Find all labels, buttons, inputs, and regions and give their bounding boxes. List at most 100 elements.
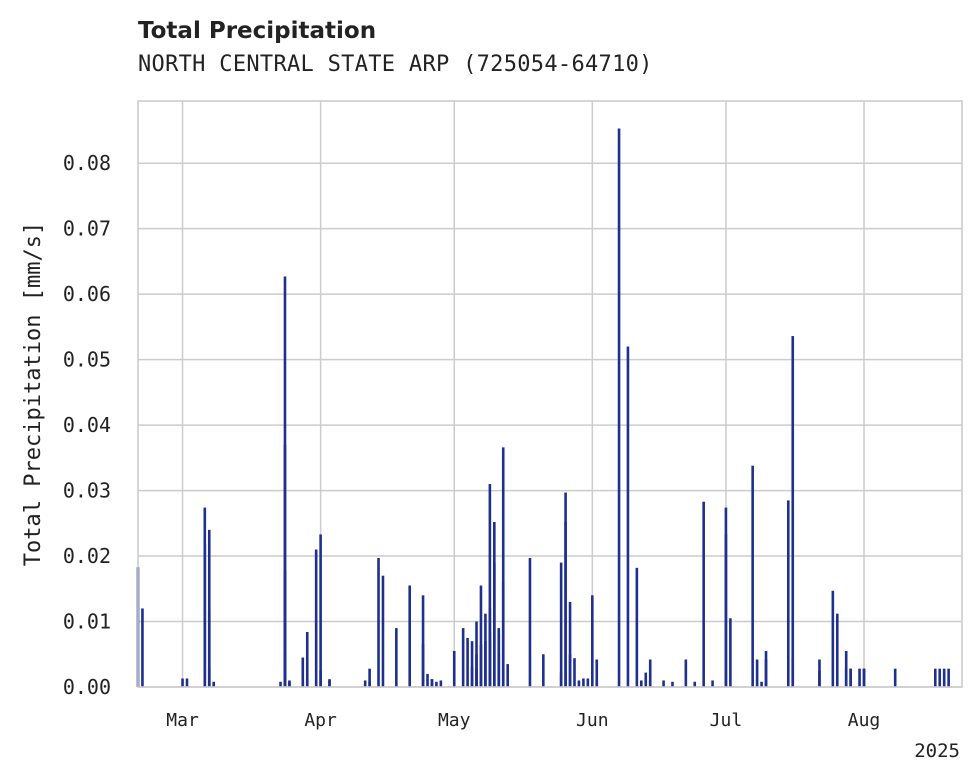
precipitation-bar xyxy=(395,628,398,687)
precipitation-bar xyxy=(461,628,465,687)
precipitation-bar xyxy=(617,128,621,687)
precipitation-bar xyxy=(947,668,950,687)
precipitation-bar xyxy=(591,595,594,687)
precipitation-bar xyxy=(421,595,425,687)
precipitation-bar xyxy=(818,670,821,687)
precipitation-bar xyxy=(319,670,322,687)
y-tick-label: 0.03 xyxy=(63,479,111,503)
x-tick-label: May xyxy=(438,710,471,731)
plot-frame xyxy=(137,100,963,688)
precipitation-bar xyxy=(305,679,309,687)
y-tick-label: 0.06 xyxy=(63,282,111,306)
precipitation-bar xyxy=(185,678,189,687)
precipitation-bar xyxy=(506,664,509,687)
precipitation-bar xyxy=(314,549,318,687)
precipitation-bar xyxy=(595,659,599,687)
precipitation-bar xyxy=(319,534,322,687)
precipitation-bar xyxy=(283,650,287,687)
precipitation-bar xyxy=(488,641,492,687)
precipitation-bar xyxy=(363,680,367,687)
precipitation-bar xyxy=(181,678,184,687)
precipitation-bar xyxy=(493,562,496,687)
precipitation-bar xyxy=(368,681,371,687)
precipitation-bar xyxy=(203,507,207,687)
x-axis-ticks: Mar Apr May Jun Jul Aug xyxy=(166,710,880,731)
precipitation-bar xyxy=(470,667,474,687)
precipitation-series xyxy=(136,128,950,687)
precipitation-bar xyxy=(479,644,483,687)
precipitation-bar xyxy=(586,678,590,687)
precipitation-bar xyxy=(279,681,282,687)
y-tick-label: 0.08 xyxy=(63,151,111,175)
precipitation-bar xyxy=(559,562,563,687)
precipitation-bar xyxy=(501,582,505,687)
precipitation-bar xyxy=(207,529,211,687)
precipitation-bar xyxy=(577,680,581,687)
precipitation-bar xyxy=(626,346,630,687)
precipitation-bar xyxy=(212,683,216,687)
y-tick-label: 0.00 xyxy=(63,675,111,699)
precipitation-bar xyxy=(568,654,572,687)
precipitation-bar xyxy=(141,608,144,687)
precipitation-bar xyxy=(475,621,478,687)
y-axis-ticks: 0.00 0.01 0.02 0.03 0.04 0.05 0.06 0.07 0.08 xyxy=(63,151,111,699)
precipitation-bar xyxy=(488,484,492,687)
precipitation-bar xyxy=(368,668,371,687)
precipitation-bar xyxy=(568,601,572,687)
precipitation-bar xyxy=(648,659,652,687)
precipitation-bar xyxy=(662,680,665,687)
precipitation-bar xyxy=(377,558,380,687)
precipitation-bar xyxy=(470,641,474,687)
precipitation-bar xyxy=(791,657,795,687)
precipitation-bar xyxy=(711,680,714,687)
precipitation-bar xyxy=(564,522,567,687)
precipitation-bar xyxy=(497,634,501,687)
precipitation-bar xyxy=(893,668,897,687)
precipitation-bar xyxy=(421,644,425,687)
precipitation-bar xyxy=(849,668,852,687)
precipitation-bar xyxy=(301,657,305,687)
precipitation-bar xyxy=(426,673,429,687)
precipitation-bar xyxy=(684,659,688,687)
precipitation-bar xyxy=(858,668,861,687)
precipitation-bar xyxy=(724,534,728,687)
precipitation-bar xyxy=(640,680,643,687)
y-tick-label: 0.02 xyxy=(63,544,111,568)
precipitation-bar xyxy=(381,575,385,687)
y-tick-label: 0.04 xyxy=(63,413,111,437)
precipitation-bar xyxy=(791,336,795,687)
precipitation-bar xyxy=(430,679,434,687)
y-tick-label: 0.05 xyxy=(63,348,111,372)
precipitation-bar xyxy=(501,447,505,687)
precipitation-bar xyxy=(844,667,848,687)
y-tick-label: 0.01 xyxy=(63,610,111,634)
precipitation-bar xyxy=(479,585,483,687)
precipitation-bar xyxy=(435,681,438,687)
precipitation-bar xyxy=(582,678,585,687)
precipitation-bar xyxy=(452,650,456,687)
precipitation-bar xyxy=(283,444,287,687)
precipitation-bar xyxy=(786,500,790,687)
precipitation-bar xyxy=(207,609,211,687)
precipitation-bar xyxy=(862,668,866,687)
precipitation-bar xyxy=(542,654,545,687)
precipitation-bar xyxy=(831,590,835,687)
x-axis-year-label: 2025 xyxy=(914,740,960,762)
precipitation-bar xyxy=(671,681,674,687)
precipitation-bar xyxy=(760,681,763,687)
precipitation-bar xyxy=(635,567,639,687)
precipitation-bar xyxy=(729,618,732,687)
precipitation-bar xyxy=(408,585,411,687)
precipitation-bar xyxy=(648,680,652,687)
chart-title: Total Precipitation xyxy=(138,18,377,44)
precipitation-bar xyxy=(751,465,754,687)
x-tick-label: Aug xyxy=(848,710,881,731)
precipitation-bar xyxy=(835,613,839,687)
precipitation-bar xyxy=(528,558,532,687)
x-tick-label: Mar xyxy=(166,710,199,731)
precipitation-bar xyxy=(439,680,443,687)
precipitation-bar xyxy=(933,668,937,687)
precipitation-bar xyxy=(305,632,309,687)
y-axis-label: Total Precipitation [mm/s] xyxy=(21,222,46,566)
